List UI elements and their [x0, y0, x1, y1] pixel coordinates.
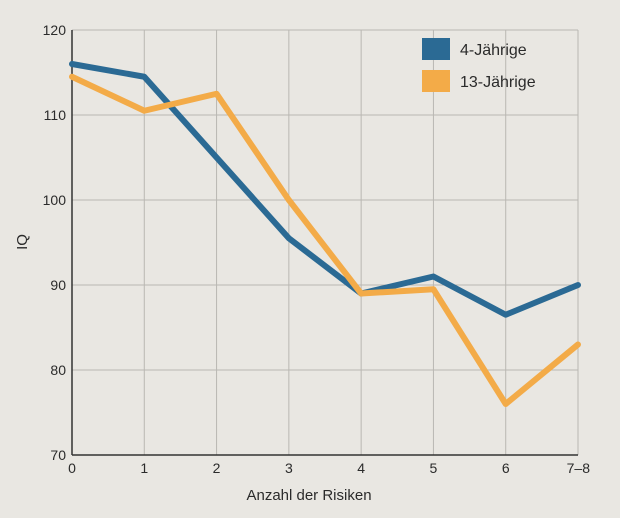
x-tick-label: 2: [213, 460, 221, 476]
legend-label: 13-Jährige: [460, 74, 536, 91]
x-tick-label: 0: [68, 460, 76, 476]
x-axis-label: Anzahl der Risiken: [246, 487, 371, 504]
legend-swatch: [422, 38, 450, 60]
y-tick-label: 100: [43, 192, 67, 208]
y-tick-label: 120: [43, 22, 67, 38]
y-tick-label: 80: [50, 362, 66, 378]
x-tick-label: 6: [502, 460, 510, 476]
legend-label: 4-Jährige: [460, 42, 527, 59]
x-tick-label: 7–8: [567, 460, 591, 476]
y-tick-label: 90: [50, 277, 66, 293]
x-tick-label: 5: [430, 460, 438, 476]
x-tick-label: 3: [285, 460, 293, 476]
y-tick-label: 110: [44, 107, 67, 123]
y-tick-label: 70: [50, 447, 66, 463]
legend-swatch: [422, 70, 450, 92]
x-tick-label: 4: [357, 460, 365, 476]
x-tick-label: 1: [140, 460, 148, 476]
y-axis-label: IQ: [14, 234, 31, 250]
